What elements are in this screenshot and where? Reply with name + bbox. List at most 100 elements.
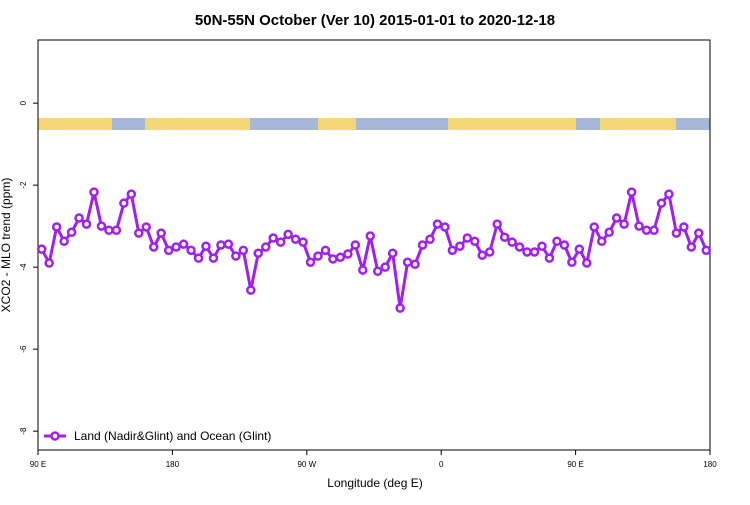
data-point <box>283 229 293 240</box>
y-axis-label: XCO2 - MLO trend (ppm) <box>0 178 13 313</box>
data-point <box>529 247 540 257</box>
data-point <box>148 242 159 252</box>
land-band <box>318 118 356 130</box>
data-point <box>163 245 174 256</box>
data-point <box>492 219 502 229</box>
data-point <box>171 242 181 252</box>
data-point <box>455 241 465 251</box>
legend: Land (Nadir&Glint) and Ocean (Glint) <box>44 429 271 443</box>
data-point <box>634 221 644 231</box>
data-point <box>96 221 107 231</box>
data-point <box>104 225 114 235</box>
data-point <box>358 265 368 275</box>
data-point <box>156 228 166 238</box>
plot-frame <box>37 39 711 451</box>
x-tick-label: 0 <box>439 460 444 469</box>
data-point <box>253 248 264 258</box>
y-tick-label: 0 <box>19 100 28 105</box>
data-point <box>596 236 607 247</box>
data-point <box>126 189 137 199</box>
data-point <box>74 213 84 223</box>
data-point <box>223 239 234 249</box>
data-point <box>275 237 286 247</box>
data-point <box>335 252 346 263</box>
data-point <box>477 250 488 260</box>
data-point <box>365 231 376 241</box>
data-point <box>462 233 473 243</box>
data-point <box>387 248 398 258</box>
data-point <box>499 232 510 242</box>
data-point <box>208 253 219 263</box>
data-point <box>425 234 435 245</box>
data-point <box>51 222 62 232</box>
data-point <box>432 219 443 229</box>
data-point <box>589 222 600 232</box>
data-point <box>298 237 308 247</box>
data-point <box>328 254 338 264</box>
data-point <box>440 222 450 232</box>
data-point <box>507 237 517 247</box>
data-point <box>193 253 204 263</box>
data-point <box>604 227 614 238</box>
x-tick-label: 180 <box>703 460 717 469</box>
data-point <box>694 228 704 238</box>
data-point <box>686 242 697 252</box>
x-axis-label: Longitude (deg E) <box>327 476 422 490</box>
x-tick-label: 90 E <box>567 460 583 469</box>
data-point <box>552 236 562 247</box>
data-point <box>656 198 667 208</box>
data-point <box>268 233 278 243</box>
legend-marker <box>50 431 60 441</box>
data-point <box>679 222 689 232</box>
x-tick-label: 180 <box>166 460 180 469</box>
land-band <box>38 118 112 130</box>
data-point <box>186 245 196 256</box>
data-point <box>141 222 152 232</box>
data-point <box>611 213 622 223</box>
data-point <box>544 253 555 263</box>
x-tick-label: 90 E <box>30 460 46 469</box>
data-point <box>701 245 712 256</box>
data-point <box>36 244 47 254</box>
data-point <box>216 240 226 250</box>
data-point <box>350 240 361 250</box>
data-point <box>305 257 316 267</box>
y-tick-label: -6 <box>19 345 28 353</box>
data-point <box>470 236 480 247</box>
data-point <box>59 236 69 247</box>
land-band <box>448 118 576 130</box>
data-point <box>559 240 570 250</box>
data-point <box>537 241 547 251</box>
data-point <box>402 257 413 267</box>
data-point <box>111 225 122 235</box>
data-point <box>671 228 682 238</box>
data-point <box>343 249 353 259</box>
data-point <box>238 245 249 256</box>
data-point <box>320 245 331 256</box>
data-point <box>574 244 585 254</box>
data-point <box>44 258 54 268</box>
data-point <box>582 258 592 268</box>
chart-title: 50N-55N October (Ver 10) 2015-01-01 to 2… <box>195 12 555 29</box>
land-ocean-band <box>38 118 710 130</box>
data-point <box>417 240 428 250</box>
data-point <box>81 219 92 229</box>
data-point <box>410 259 420 270</box>
data-point <box>380 262 390 272</box>
legend-label: Land (Nadir&Glint) and Ocean (Glint) <box>74 429 271 443</box>
data-point <box>246 285 256 295</box>
data-point <box>619 219 629 229</box>
data-point <box>484 247 495 257</box>
y-tick-label: -8 <box>19 427 28 435</box>
data-point <box>626 187 637 197</box>
data-point <box>313 251 323 261</box>
data-point <box>134 228 144 238</box>
data-point <box>522 247 532 257</box>
y-tick-label: -4 <box>19 263 28 271</box>
data-point <box>66 227 77 238</box>
data-point <box>567 257 577 267</box>
data-point <box>514 242 525 252</box>
data-point <box>260 242 271 252</box>
data-point <box>290 234 301 245</box>
